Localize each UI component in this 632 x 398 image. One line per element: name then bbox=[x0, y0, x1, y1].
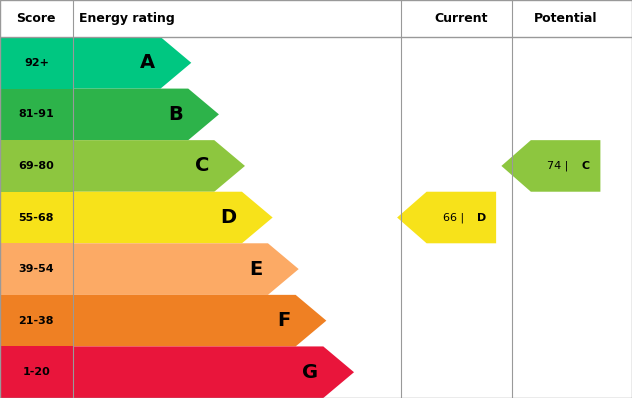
Bar bbox=[0, 140, 73, 192]
Text: 21-38: 21-38 bbox=[18, 316, 54, 326]
Polygon shape bbox=[73, 140, 245, 192]
Bar bbox=[0, 346, 73, 398]
Text: D: D bbox=[477, 213, 486, 222]
Text: Energy rating: Energy rating bbox=[79, 12, 175, 25]
Polygon shape bbox=[73, 89, 219, 140]
Text: 55-68: 55-68 bbox=[18, 213, 54, 222]
Text: 66 |: 66 | bbox=[443, 212, 465, 223]
Text: E: E bbox=[250, 259, 263, 279]
Text: 69-80: 69-80 bbox=[18, 161, 54, 171]
Polygon shape bbox=[73, 37, 191, 89]
Bar bbox=[0, 192, 73, 243]
Text: Current: Current bbox=[435, 12, 488, 25]
Polygon shape bbox=[73, 192, 272, 243]
Text: 74 |: 74 | bbox=[547, 161, 569, 171]
Bar bbox=[0, 295, 73, 346]
Polygon shape bbox=[501, 140, 600, 192]
Bar bbox=[0, 37, 73, 89]
Polygon shape bbox=[73, 346, 354, 398]
Bar bbox=[0, 243, 73, 295]
Bar bbox=[0, 89, 73, 140]
Text: C: C bbox=[195, 156, 209, 176]
Text: 81-91: 81-91 bbox=[18, 109, 54, 119]
Text: 39-54: 39-54 bbox=[18, 264, 54, 274]
Text: F: F bbox=[277, 311, 291, 330]
Polygon shape bbox=[397, 192, 496, 243]
Polygon shape bbox=[73, 295, 326, 346]
Text: Potential: Potential bbox=[534, 12, 597, 25]
Text: Score: Score bbox=[16, 12, 56, 25]
Text: D: D bbox=[221, 208, 237, 227]
Text: B: B bbox=[168, 105, 183, 124]
Polygon shape bbox=[73, 243, 299, 295]
Text: A: A bbox=[140, 53, 155, 72]
Text: C: C bbox=[582, 161, 590, 171]
Text: 92+: 92+ bbox=[24, 58, 49, 68]
Text: 1-20: 1-20 bbox=[23, 367, 50, 377]
Text: G: G bbox=[302, 363, 319, 382]
